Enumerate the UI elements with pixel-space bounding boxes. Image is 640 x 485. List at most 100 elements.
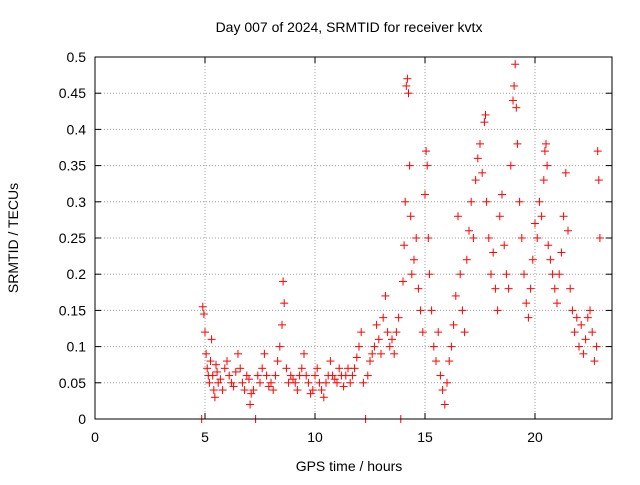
data-point: [564, 226, 572, 235]
data-point: [454, 212, 462, 221]
data-point: [586, 306, 594, 315]
data-point: [533, 234, 542, 242]
data-point: [313, 364, 322, 373]
data-point: [559, 212, 568, 221]
x-tick-label: 0: [91, 429, 99, 445]
y-ticks: 0 0.05 0.1 0.15 0.2 0.25 0.3 0.35 0.4 0.45 0.5: [59, 49, 612, 427]
data-point: [550, 284, 559, 293]
data-point: [410, 255, 418, 264]
data-point: [206, 357, 215, 366]
data-point: [510, 81, 519, 90]
data-point: [553, 299, 561, 308]
data-points: [197, 60, 604, 423]
data-point: [377, 349, 385, 358]
data-point: [467, 197, 476, 206]
data-point: [379, 313, 388, 322]
data-point: [198, 302, 207, 311]
data-point: [355, 342, 363, 351]
data-point: [513, 139, 522, 148]
data-point: [273, 357, 282, 366]
data-point: [447, 342, 456, 351]
data-point: [491, 284, 500, 293]
data-point: [363, 371, 372, 380]
data-point: [522, 299, 531, 308]
data-point: [400, 241, 409, 250]
data-point: [537, 212, 546, 221]
data-point: [531, 219, 539, 228]
data-point: [424, 234, 433, 242]
data-point: [427, 306, 436, 315]
data-point: [308, 386, 317, 395]
data-point: [592, 342, 601, 351]
data-point: [544, 241, 553, 250]
data-point: [487, 270, 495, 279]
data-point: [402, 81, 411, 90]
data-point: [279, 277, 288, 286]
data-point: [546, 255, 555, 264]
data-point: [484, 234, 493, 242]
data-point: [528, 255, 537, 264]
data-point: [412, 234, 421, 242]
data-point: [593, 147, 602, 156]
x-tick-label: 15: [417, 429, 433, 445]
data-point: [416, 306, 425, 315]
data-point: [480, 118, 489, 127]
data-point: [404, 89, 413, 98]
data-point: [213, 367, 222, 376]
data-point: [297, 364, 306, 373]
data-point: [403, 74, 412, 83]
data-point: [458, 306, 467, 315]
data-point: [372, 320, 381, 329]
data-point: [495, 212, 504, 221]
data-point: [476, 139, 484, 148]
data-point: [498, 190, 506, 199]
data-point: [471, 176, 480, 185]
data-point: [429, 342, 438, 351]
data-point: [317, 386, 326, 395]
data-point: [421, 190, 429, 199]
data-point: [557, 248, 566, 257]
data-point: [520, 270, 528, 279]
data-point: [370, 342, 379, 351]
data-point: [335, 364, 344, 373]
data-point: [357, 328, 366, 337]
data-point: [460, 328, 469, 337]
data-point: [253, 371, 262, 380]
y-tick-label: 0.15: [59, 302, 86, 318]
data-point: [481, 110, 490, 119]
data-point: [526, 284, 535, 293]
data-point: [245, 375, 253, 384]
data-point: [246, 400, 255, 409]
x-tick-label: 5: [201, 429, 209, 445]
data-point: [302, 371, 311, 380]
data-point: [209, 386, 218, 395]
data-point: [462, 255, 471, 264]
data-point: [205, 378, 214, 387]
data-point: [509, 96, 517, 105]
data-point: [581, 335, 590, 344]
data-point: [577, 320, 586, 329]
data-point: [524, 313, 533, 322]
data-point: [406, 212, 415, 221]
data-point: [465, 226, 473, 235]
data-point: [258, 364, 267, 373]
data-point: [432, 357, 440, 366]
data-point: [473, 154, 482, 163]
data-point: [478, 168, 487, 177]
data-point: [401, 197, 410, 206]
data-point: [388, 335, 396, 344]
data-point: [449, 320, 458, 329]
x-ticks: 0 5 10 15 20: [91, 57, 543, 445]
data-point: [201, 328, 209, 337]
data-point: [579, 349, 588, 358]
data-point: [568, 306, 577, 315]
data-point: [572, 313, 581, 322]
data-point: [304, 378, 313, 387]
data-point: [202, 349, 211, 358]
data-point: [229, 382, 238, 391]
data-point: [561, 168, 570, 177]
data-point: [588, 328, 597, 337]
data-point: [368, 349, 377, 358]
data-point: [511, 60, 520, 69]
